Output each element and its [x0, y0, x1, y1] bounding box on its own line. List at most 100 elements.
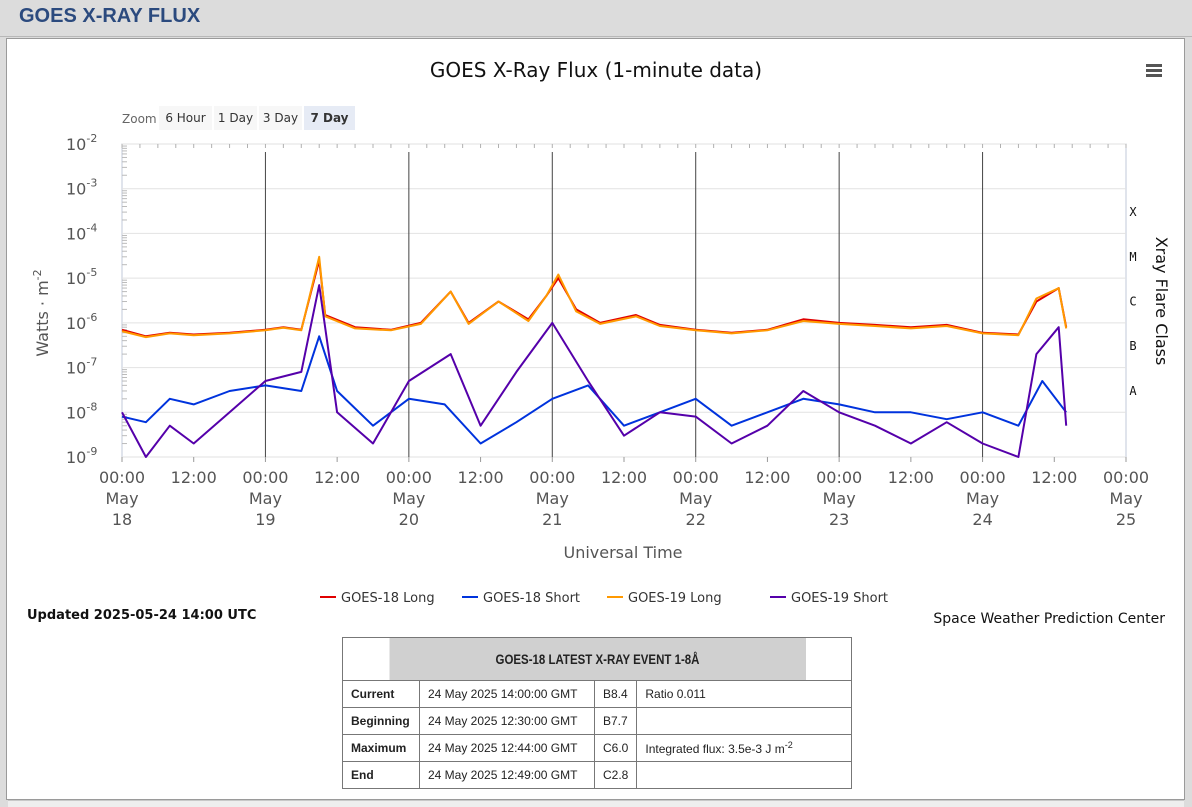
event-table-title: GOES-18 LATEST X-RAY EVENT 1-8Å: [387, 637, 807, 681]
legend-item[interactable]: GOES-19 Long: [628, 591, 722, 606]
flare-class-label: B: [1129, 339, 1136, 353]
flare-class-label: M: [1129, 250, 1136, 264]
y-tick-label: 10-8: [66, 400, 97, 422]
page-bottom-strip: [8, 800, 1184, 807]
event-label: Maximum: [342, 734, 420, 762]
chart-panel: GOES X-Ray Flux (1-minute data) Zoom 6 H…: [6, 38, 1185, 800]
series-line: [121, 255, 1068, 339]
x-tick-label: 19: [255, 510, 275, 529]
event-note: Ratio 0.011: [636, 680, 852, 708]
x-tick-label: 20: [399, 510, 419, 529]
y-tick-label: 10-7: [66, 356, 97, 378]
x-tick-label: 12:00: [601, 468, 647, 487]
x-tick-label: 00:00: [529, 468, 575, 487]
flare-class-label: C: [1129, 295, 1136, 309]
zoom-button-bg: [214, 106, 257, 130]
chart-title: GOES X-Ray Flux (1-minute data): [430, 58, 762, 82]
x-tick-label: 00:00: [960, 468, 1006, 487]
event-note: [636, 707, 852, 735]
event-class: B8.4: [593, 680, 638, 708]
event-note: Integrated flux: 3.5e-3 J m-2: [636, 734, 852, 762]
y-tick-label: 10-6: [66, 311, 97, 333]
page-header: GOES X-RAY FLUX: [0, 0, 1192, 37]
event-row: Maximum 24 May 2025 12:44:00 GMT C6.0 Integ…: [342, 734, 852, 762]
event-class: C6.0: [593, 734, 638, 762]
zoom-button-label: 3 Day: [263, 111, 298, 125]
y-tick-label: 10-4: [66, 221, 97, 243]
zoom-label: Zoom: [122, 112, 157, 126]
event-row: Beginning 24 May 2025 12:30:00 GMT B7.7: [342, 707, 852, 735]
event-label: Current: [342, 680, 420, 708]
page-title: GOES X-RAY FLUX: [19, 5, 201, 27]
event-time: 24 May 2025 14:00:00 GMT: [419, 680, 595, 708]
x-axis-label: Universal Time: [563, 543, 682, 562]
latest-event-table: GOES-18 LATEST X-RAY EVENT 1-8Å Current 2…: [342, 637, 852, 789]
event-class: C2.8: [593, 761, 638, 789]
x-tick-label: 00:00: [673, 468, 719, 487]
y-tick-label: 10-3: [66, 177, 97, 199]
plot-background: [121, 143, 1127, 458]
flare-class-label: A: [1129, 384, 1137, 398]
flare-class-label: X: [1129, 205, 1137, 219]
y-axis-label: Watts · m-2: [31, 269, 52, 356]
x-tick-label: 21: [542, 510, 562, 529]
legend-item[interactable]: GOES-19 Short: [791, 591, 888, 606]
zoom-button-label: 1 Day: [218, 111, 253, 125]
x-tick-label: May: [249, 489, 282, 508]
legend-item[interactable]: GOES-18 Long: [341, 591, 435, 606]
event-class: B7.7: [593, 707, 638, 735]
zoom-button[interactable]: 7 Day: [304, 106, 355, 130]
legend: GOES-18 Long GOES-18 Short GOES-19 Long GOE…: [320, 591, 888, 606]
event-label: End: [342, 761, 420, 789]
event-row: End 24 May 2025 12:49:00 GMT C2.8: [342, 761, 852, 789]
event-row: Current 24 May 2025 14:00:00 GMT B8.4 Ratio…: [342, 680, 852, 708]
x-tick-label: May: [1109, 489, 1142, 508]
x-tick-label: May: [392, 489, 425, 508]
x-tick-label: 00:00: [1103, 468, 1149, 487]
x-tick-label: 00:00: [99, 468, 145, 487]
x-tick-label: 12:00: [1031, 468, 1077, 487]
zoom-controls: Zoom 6 Hour 1 Day 3 Day 7 Day: [122, 106, 355, 130]
x-tick-label: 24: [972, 510, 992, 529]
y-tick-label: 10-9: [66, 445, 97, 467]
x-tick-label: 18: [112, 510, 132, 529]
x-tick-label: 00:00: [386, 468, 432, 487]
x-tick-label: 00:00: [242, 468, 288, 487]
y-tick-label: 10-5: [66, 266, 97, 288]
x-tick-label: 12:00: [458, 468, 504, 487]
x-tick-label: 12:00: [744, 468, 790, 487]
right-axis-label: Xray Flare Class: [1152, 237, 1171, 366]
xray-flux-chart: GOES X-Ray Flux (1-minute data) Zoom 6 H…: [27, 58, 1171, 627]
zoom-button[interactable]: 1 Day: [214, 106, 257, 130]
y-tick-label: 10-2: [66, 132, 97, 154]
x-tick-label: 12:00: [888, 468, 934, 487]
zoom-button-bg: [259, 106, 302, 130]
event-note: [636, 761, 852, 789]
credit-text: Space Weather Prediction Center: [933, 611, 1165, 627]
event-table-header: GOES-18 LATEST X-RAY EVENT 1-8Å: [343, 637, 852, 681]
updated-timestamp: Updated 2025-05-24 14:00 UTC: [27, 608, 256, 623]
x-tick-label: May: [966, 489, 999, 508]
event-time: 24 May 2025 12:49:00 GMT: [419, 761, 595, 789]
x-tick-label: 22: [686, 510, 706, 529]
x-tick-label: 12:00: [171, 468, 217, 487]
x-tick-label: 00:00: [816, 468, 862, 487]
x-tick-label: 23: [829, 510, 849, 529]
menu-icon[interactable]: [1146, 64, 1162, 77]
x-tick-label: May: [536, 489, 569, 508]
zoom-button-label: 6 Hour: [165, 111, 205, 125]
x-tick-label: 25: [1116, 510, 1136, 529]
zoom-button[interactable]: 6 Hour: [159, 106, 212, 130]
x-tick-label: May: [105, 489, 138, 508]
legend-item[interactable]: GOES-18 Short: [483, 591, 580, 606]
x-tick-label: May: [679, 489, 712, 508]
event-time: 24 May 2025 12:44:00 GMT: [419, 734, 595, 762]
zoom-button-bg: [304, 106, 355, 130]
zoom-button-label: 7 Day: [310, 111, 348, 125]
series-line: [121, 284, 1068, 458]
zoom-button-bg: [159, 106, 212, 130]
event-label: Beginning: [342, 707, 420, 735]
x-tick-label: May: [823, 489, 856, 508]
event-time: 24 May 2025 12:30:00 GMT: [419, 707, 595, 735]
zoom-button[interactable]: 3 Day: [259, 106, 302, 130]
